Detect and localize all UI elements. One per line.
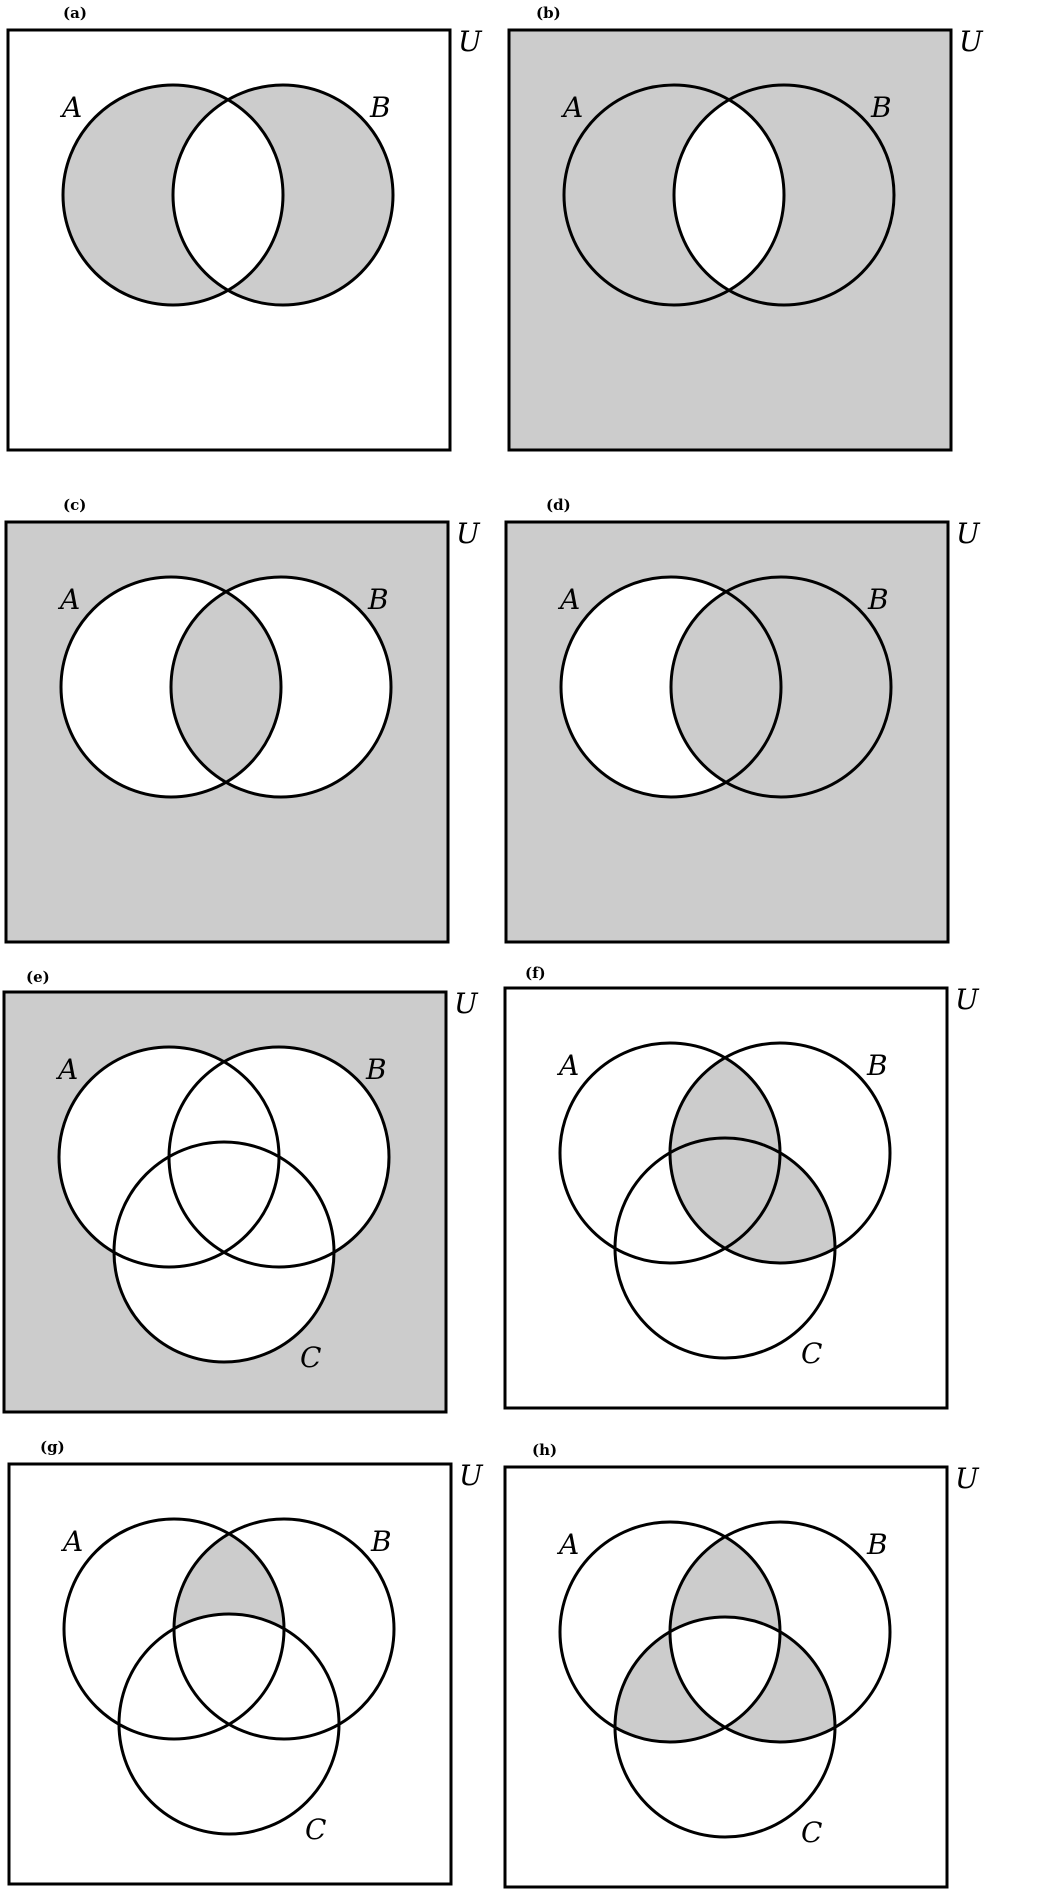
panel-g: (g) A B C U bbox=[7, 1438, 484, 1886]
set-c-label: C bbox=[300, 1341, 321, 1374]
panel-f: (f) A B C U bbox=[503, 964, 980, 1410]
shading bbox=[61, 577, 391, 797]
panel-h: (h) A B C U bbox=[503, 1441, 980, 1889]
panel-a: (a) A B U bbox=[6, 4, 483, 452]
set-b-label: B bbox=[365, 1053, 387, 1086]
panel-h-label: (h) bbox=[532, 1441, 557, 1459]
set-b-label: B bbox=[369, 91, 391, 124]
panel-b: (b) A B U bbox=[507, 4, 984, 452]
circle-c bbox=[117, 1612, 341, 1836]
set-b-label: B bbox=[866, 1049, 888, 1082]
universe-label: U bbox=[458, 25, 483, 58]
circle-a bbox=[559, 575, 783, 799]
set-a-label: A bbox=[556, 1049, 579, 1082]
panel-e: (e) A B C U bbox=[2, 968, 479, 1414]
panel-g-label: (g) bbox=[40, 1438, 65, 1456]
set-b-label: B bbox=[870, 91, 892, 124]
circle-c bbox=[112, 1140, 336, 1364]
universe-label: U bbox=[956, 517, 981, 550]
circle-a bbox=[61, 83, 285, 307]
circle-c bbox=[613, 1615, 837, 1839]
universe-label: U bbox=[454, 987, 479, 1020]
circle-a bbox=[562, 83, 786, 307]
set-a-label: A bbox=[557, 583, 580, 616]
universe-label: U bbox=[459, 1459, 484, 1492]
set-a-label: A bbox=[55, 1053, 78, 1086]
universe-label: U bbox=[456, 517, 481, 550]
set-a-label: A bbox=[560, 91, 583, 124]
panel-a-label: (a) bbox=[63, 4, 87, 22]
unshaded-region bbox=[674, 85, 784, 305]
set-a-label: A bbox=[556, 1528, 579, 1561]
set-b-label: B bbox=[866, 1528, 888, 1561]
set-a-label: A bbox=[60, 1525, 83, 1558]
set-b-label: B bbox=[370, 1525, 392, 1558]
universe-label: U bbox=[955, 1462, 980, 1495]
set-c-label: C bbox=[801, 1337, 822, 1370]
set-c-label: C bbox=[305, 1813, 326, 1846]
panel-c-label: (c) bbox=[63, 496, 86, 514]
set-b-label: B bbox=[367, 583, 389, 616]
panel-e-label: (e) bbox=[26, 968, 50, 986]
set-a-label: A bbox=[57, 583, 80, 616]
panel-b-label: (b) bbox=[536, 4, 561, 22]
set-a-label: A bbox=[59, 91, 82, 124]
universe-label: U bbox=[959, 25, 984, 58]
set-b-label: B bbox=[867, 583, 889, 616]
circle-b bbox=[672, 83, 896, 307]
circle-b bbox=[669, 575, 893, 799]
panel-d: (d) A B U bbox=[504, 496, 981, 944]
panel-f-label: (f) bbox=[525, 964, 546, 982]
circle-b bbox=[171, 83, 395, 307]
shaded-region bbox=[63, 85, 393, 305]
panel-c: (c) A B U bbox=[4, 496, 481, 944]
shaded-region bbox=[174, 1519, 284, 1739]
panel-d-label: (d) bbox=[546, 496, 571, 514]
set-c-label: C bbox=[801, 1816, 822, 1849]
circle-a bbox=[59, 575, 283, 799]
circle-c bbox=[613, 1136, 837, 1360]
universe-label: U bbox=[955, 983, 980, 1016]
circle-b bbox=[169, 575, 393, 799]
